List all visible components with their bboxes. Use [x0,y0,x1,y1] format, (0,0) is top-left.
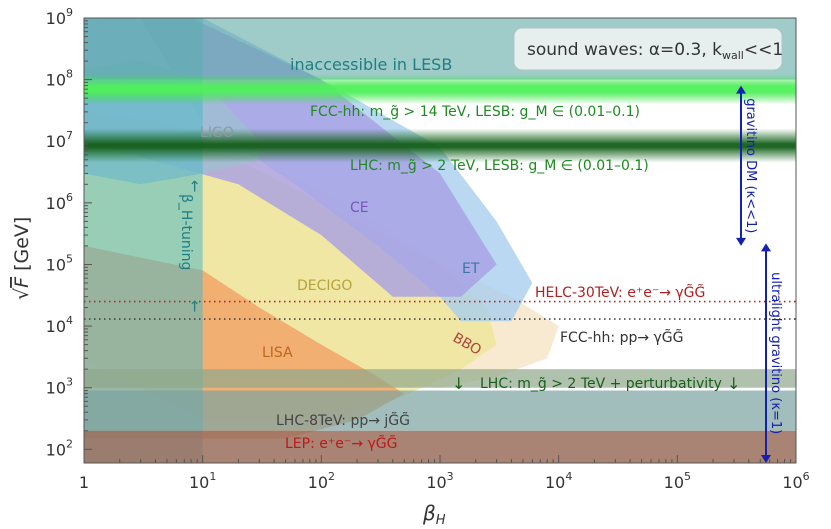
down-arrow-left-icon: ↓ [452,374,465,393]
y-tick-label: 104 [46,314,73,336]
down-arrow-right-icon: ↓ [727,374,740,393]
region-lhc-perturbativity [84,369,796,388]
arrow-ultralight-gravitino: ultralight gravitino (κ=1) [761,243,783,463]
arrow-gravitino-dm: gravitino DM (κ<<1) [736,85,758,246]
decigo-label: DECIGO [297,278,352,294]
ce-label: CE [350,200,369,216]
arrow-label-ultralight-gravitino: ultralight gravitino (κ=1) [768,272,783,434]
svg-text:βH: βH [422,501,446,528]
y-axis-label: √F [GeV] [11,217,33,300]
lhc-8tev-label: LHC-8TeV: pp→ jG̃G̃ [276,412,410,429]
svg-text:√F [GeV]: √F [GeV] [11,217,33,300]
helc-line-label: HELC-30TeV: e⁺e⁻→ γG̃G̃ [535,284,705,301]
y-tick-label: 107 [46,129,73,151]
x-axis-label: βH [422,501,446,528]
x-tick-label: 104 [545,470,572,492]
band-lhc-gluino [84,128,796,163]
region-lhc-8tev [84,390,796,431]
lhc-band-label: LHC: m_g̃ > 2 TeV, LESB: g_M ∈ (0.01–0.1… [350,158,649,174]
y-tick-label: 106 [46,191,73,213]
x-tick-label: 106 [782,470,809,492]
fcc-hh-line-label: FCC-hh: pp→ γG̃G̃ [560,329,684,346]
up-arrow-icon: ← [186,180,204,193]
fcc-hh-band-label: FCC-hh: m_g̃ > 14 TeV, LESB: g_M ∈ (0.01… [310,104,640,120]
lisa-label: LISA [262,345,293,361]
band-fcc-hh-gluino [84,74,796,105]
lhc-perturbativity-label: LHC: m_g̃ > 2 TeV + perturbativity [480,376,722,392]
x-tick-label: 1 [79,473,89,492]
y-tick-label: 105 [46,252,73,274]
lep-label: LEP: e⁺e⁻→ γG̃G̃ [285,435,397,452]
y-tick-label: 103 [46,376,73,398]
x-tick-label: 101 [189,470,216,492]
x-tick-label: 102 [308,470,335,492]
arrow-label-gravitino-dm: gravitino DM (κ<<1) [743,98,758,233]
legend-box: sound waves: α=0.3, kwall<<1 [513,27,783,71]
y-tick-label: 102 [46,437,73,459]
up-arrow-lower-icon: ← [186,300,204,313]
et-label: ET [462,261,480,277]
beta-tuning-label: β_H-tuning [178,194,194,270]
x-tick-label: 105 [664,470,691,492]
ligo-label: LIGO [200,125,234,141]
legend-text: sound waves: α=0.3, kwall<<1 [527,40,783,62]
inaccessible-lesb-label: inaccessible in LESB [290,55,452,74]
y-tick-label: 109 [46,6,73,28]
x-tick-label: 103 [426,470,453,492]
y-tick-label: 108 [46,68,73,90]
